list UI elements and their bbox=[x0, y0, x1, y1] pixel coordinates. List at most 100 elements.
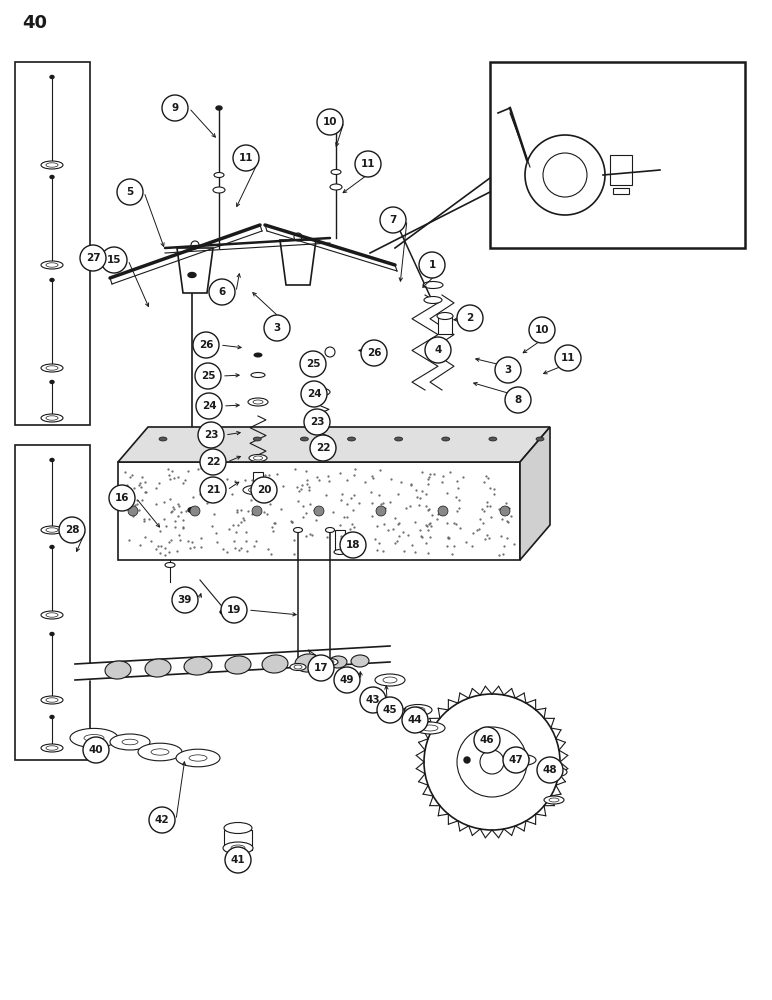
Text: 3: 3 bbox=[504, 365, 512, 375]
Ellipse shape bbox=[41, 161, 63, 169]
Circle shape bbox=[537, 757, 563, 783]
Ellipse shape bbox=[41, 261, 63, 269]
Circle shape bbox=[425, 337, 451, 363]
Ellipse shape bbox=[220, 609, 230, 614]
Text: 47: 47 bbox=[509, 755, 523, 765]
Circle shape bbox=[264, 315, 290, 341]
Circle shape bbox=[117, 179, 143, 205]
Ellipse shape bbox=[544, 796, 564, 804]
Polygon shape bbox=[520, 427, 550, 560]
Ellipse shape bbox=[41, 526, 63, 534]
Text: 22: 22 bbox=[316, 443, 330, 453]
Ellipse shape bbox=[313, 440, 331, 446]
Ellipse shape bbox=[206, 437, 214, 441]
Bar bbox=[224, 830, 252, 850]
Ellipse shape bbox=[50, 633, 54, 636]
Ellipse shape bbox=[225, 656, 251, 674]
Circle shape bbox=[252, 506, 262, 516]
Ellipse shape bbox=[375, 674, 405, 686]
Text: 7: 7 bbox=[389, 215, 397, 225]
Text: 17: 17 bbox=[313, 663, 328, 673]
Circle shape bbox=[59, 517, 85, 543]
Circle shape bbox=[101, 247, 127, 273]
Circle shape bbox=[314, 506, 324, 516]
Circle shape bbox=[334, 667, 360, 693]
Circle shape bbox=[198, 422, 224, 448]
Ellipse shape bbox=[322, 658, 338, 666]
Bar bbox=[438, 316, 452, 334]
Ellipse shape bbox=[50, 458, 54, 462]
Circle shape bbox=[195, 363, 221, 389]
Ellipse shape bbox=[176, 749, 220, 767]
Circle shape bbox=[301, 381, 327, 407]
Ellipse shape bbox=[310, 353, 320, 358]
Ellipse shape bbox=[300, 437, 308, 441]
Bar bbox=[610, 155, 632, 185]
Circle shape bbox=[200, 449, 226, 475]
Ellipse shape bbox=[110, 734, 150, 750]
Text: 10: 10 bbox=[323, 117, 337, 127]
Text: 6: 6 bbox=[218, 287, 225, 297]
Ellipse shape bbox=[437, 312, 453, 320]
Bar bbox=[15, 62, 90, 425]
Circle shape bbox=[221, 597, 247, 623]
Ellipse shape bbox=[334, 550, 346, 554]
Circle shape bbox=[172, 587, 198, 613]
Ellipse shape bbox=[253, 353, 262, 358]
Ellipse shape bbox=[50, 278, 54, 282]
Ellipse shape bbox=[404, 704, 432, 716]
Text: 23: 23 bbox=[204, 430, 218, 440]
Ellipse shape bbox=[223, 842, 253, 854]
Text: 46: 46 bbox=[479, 735, 494, 745]
Polygon shape bbox=[177, 248, 213, 293]
Text: 18: 18 bbox=[346, 540, 361, 550]
Circle shape bbox=[233, 145, 259, 171]
Ellipse shape bbox=[290, 664, 306, 670]
Bar bbox=[15, 445, 90, 760]
Circle shape bbox=[225, 847, 251, 873]
Circle shape bbox=[317, 109, 343, 135]
Text: 25: 25 bbox=[201, 371, 215, 381]
Circle shape bbox=[377, 697, 403, 723]
Ellipse shape bbox=[159, 437, 167, 441]
Bar bbox=[613, 188, 629, 194]
Text: 26: 26 bbox=[367, 348, 381, 358]
Ellipse shape bbox=[249, 454, 267, 462]
Circle shape bbox=[128, 506, 138, 516]
Text: 28: 28 bbox=[65, 525, 80, 535]
Text: 45: 45 bbox=[383, 705, 398, 715]
Ellipse shape bbox=[184, 657, 212, 675]
Circle shape bbox=[495, 357, 521, 383]
Ellipse shape bbox=[224, 822, 252, 834]
Text: 20: 20 bbox=[257, 485, 271, 495]
Polygon shape bbox=[280, 240, 316, 285]
Text: 11: 11 bbox=[560, 353, 575, 363]
Circle shape bbox=[310, 435, 336, 461]
Text: 1: 1 bbox=[428, 260, 435, 270]
Ellipse shape bbox=[347, 437, 355, 441]
Circle shape bbox=[380, 207, 406, 233]
Ellipse shape bbox=[331, 169, 341, 174]
Ellipse shape bbox=[50, 76, 54, 79]
Circle shape bbox=[109, 485, 135, 511]
Circle shape bbox=[83, 737, 109, 763]
Text: 41: 41 bbox=[231, 855, 245, 865]
Circle shape bbox=[464, 757, 470, 763]
Text: 11: 11 bbox=[361, 159, 375, 169]
Text: 21: 21 bbox=[206, 485, 220, 495]
Ellipse shape bbox=[293, 528, 303, 532]
Circle shape bbox=[200, 477, 226, 503]
Circle shape bbox=[300, 351, 326, 377]
Circle shape bbox=[80, 245, 106, 271]
Text: 15: 15 bbox=[107, 255, 121, 265]
Circle shape bbox=[529, 317, 555, 343]
Ellipse shape bbox=[213, 187, 225, 193]
Ellipse shape bbox=[329, 656, 347, 668]
Circle shape bbox=[190, 506, 200, 516]
Ellipse shape bbox=[188, 508, 196, 512]
Text: 39: 39 bbox=[178, 595, 192, 605]
Text: 3: 3 bbox=[273, 323, 281, 333]
Text: 8: 8 bbox=[514, 395, 522, 405]
Bar bbox=[335, 530, 345, 552]
Text: 11: 11 bbox=[239, 153, 253, 163]
